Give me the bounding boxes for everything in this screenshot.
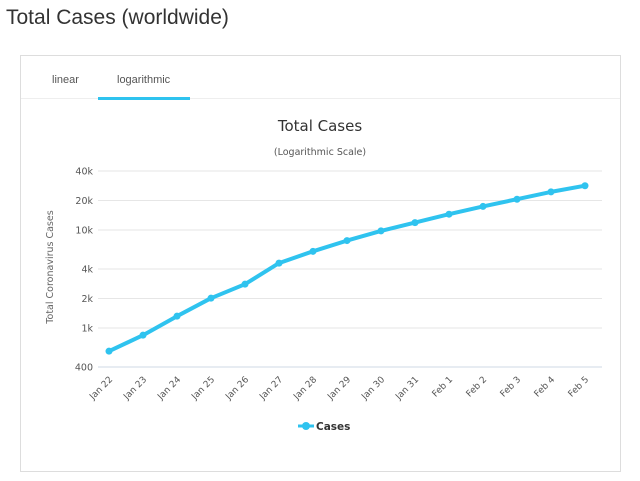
data-point[interactable] <box>105 347 113 355</box>
data-point[interactable] <box>139 331 147 339</box>
data-point[interactable] <box>343 237 351 245</box>
data-point[interactable] <box>581 182 589 190</box>
chart-subtitle: (Logarithmic Scale) <box>274 147 366 158</box>
y-tick-label: 20k <box>75 196 93 207</box>
x-tick-label: Jan 23 <box>121 375 149 403</box>
scale-tabs: linear logarithmic <box>21 56 620 100</box>
chart-title: Total Cases <box>277 117 363 135</box>
y-tick-label: 10k <box>75 226 93 237</box>
data-point[interactable] <box>479 202 487 210</box>
data-point[interactable] <box>309 247 317 255</box>
active-tab-indicator <box>98 97 190 100</box>
x-tick-label: Jan 26 <box>223 375 251 403</box>
y-tick-label: 2k <box>81 294 93 305</box>
y-tick-label: 400 <box>75 363 93 374</box>
data-point[interactable] <box>445 210 453 218</box>
page-title: Total Cases (worldwide) <box>6 6 229 29</box>
y-tick-label: 4k <box>81 265 93 276</box>
x-tick-label: Jan 27 <box>257 375 285 403</box>
y-tick-label: 40k <box>75 167 93 178</box>
legend-marker <box>302 422 310 430</box>
chart-panel: linear logarithmic <box>20 55 621 472</box>
series-line-cases <box>107 183 587 354</box>
x-tick-label: Feb 4 <box>533 375 558 400</box>
x-tick-label: Jan 31 <box>393 375 421 403</box>
x-tick-label: Feb 1 <box>431 375 455 399</box>
data-point[interactable] <box>207 294 215 302</box>
tab-linear[interactable]: linear <box>52 74 79 86</box>
data-point[interactable] <box>513 195 521 203</box>
x-tick-label: Jan 24 <box>155 375 183 403</box>
y-tick-label: 1k <box>81 324 93 335</box>
x-tick-label: Feb 3 <box>499 375 523 399</box>
x-tick-label: Feb 2 <box>465 375 489 399</box>
y-axis-label: Total Coronavirus Cases <box>45 210 56 324</box>
tab-logarithmic[interactable]: logarithmic <box>117 74 171 86</box>
x-tick-label: Jan 25 <box>189 375 217 403</box>
data-point[interactable] <box>173 312 181 320</box>
data-point[interactable] <box>377 227 385 235</box>
x-tick-label: Jan 28 <box>291 375 319 403</box>
data-point[interactable] <box>275 259 283 267</box>
x-tick-label: Jan 30 <box>359 375 387 403</box>
data-point[interactable] <box>241 280 249 288</box>
data-point[interactable] <box>411 219 419 227</box>
x-tick-label: Feb 5 <box>567 375 591 399</box>
x-tick-label: Jan 22 <box>87 375 115 403</box>
x-tick-label: Jan 29 <box>325 375 353 403</box>
legend-label-cases[interactable]: Cases <box>316 421 350 433</box>
data-point[interactable] <box>547 188 555 196</box>
